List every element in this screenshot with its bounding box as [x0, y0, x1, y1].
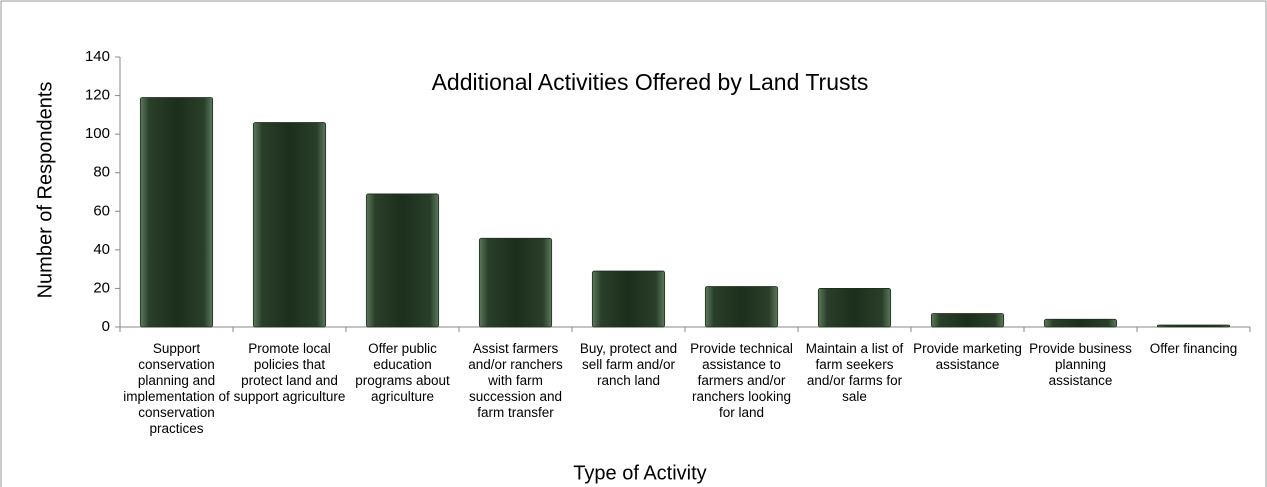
x-tick-label: Support conservation planning and implem…: [123, 341, 230, 436]
bar: [930, 313, 1005, 328]
y-tick-label: 20: [93, 279, 110, 296]
bar: [365, 193, 440, 328]
chart-title: Additional Activities Offered by Land Tr…: [432, 69, 869, 95]
bar: [139, 97, 214, 328]
y-tick-label: 120: [85, 87, 110, 104]
bar: [1156, 324, 1231, 328]
bar: [478, 237, 553, 328]
y-tick-label: 80: [93, 164, 110, 181]
y-tick-label: 40: [93, 241, 110, 258]
x-tick-label: Provide business planning assistance: [1029, 341, 1132, 388]
x-tick-label: Promote local policies that protect land…: [233, 341, 346, 404]
x-tick-label: Offer public education programs about ag…: [355, 341, 450, 404]
x-tick-label: Assist farmers and/or ranchers with farm…: [468, 341, 563, 420]
x-axis-label: Type of Activity: [573, 462, 706, 484]
y-tick-label: 100: [85, 125, 110, 142]
x-tick-label: Buy, protect and sell farm and/or ranch …: [579, 341, 678, 388]
x-tick-label: Provide marketing assistance: [913, 341, 1022, 372]
bar: [591, 270, 666, 328]
x-tick-label: Maintain a list of farm seekers and/or f…: [805, 341, 904, 404]
y-axis-label: Number of Respondents: [34, 82, 56, 299]
bar: [1043, 318, 1118, 328]
y-tick-label: 60: [93, 202, 110, 219]
y-tick-label: 140: [85, 48, 110, 65]
bar: [817, 288, 892, 328]
x-tick-label: Offer financing: [1149, 341, 1238, 356]
y-tick-label: 0: [102, 318, 110, 335]
x-tick-label: Provide technical assistance to farmers …: [690, 341, 793, 420]
bar: [704, 286, 779, 328]
bar: [252, 122, 327, 328]
